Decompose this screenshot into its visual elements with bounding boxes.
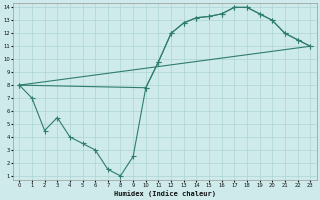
X-axis label: Humidex (Indice chaleur): Humidex (Indice chaleur) [114,190,216,197]
